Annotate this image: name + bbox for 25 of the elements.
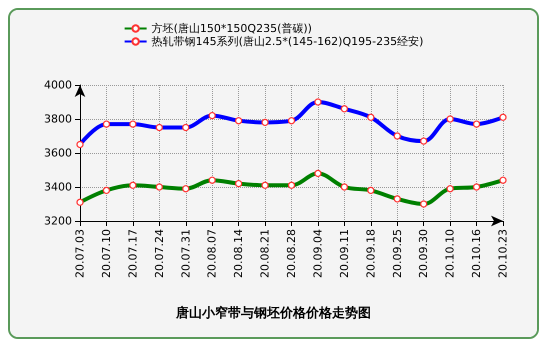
y-tick-label: 3400 (44, 180, 72, 194)
x-tick-label: 20.08.21 (258, 229, 272, 278)
x-tick-label: 20.09.18 (364, 229, 378, 278)
y-tick-label: 3800 (44, 112, 72, 126)
x-tick-label: 20.07.10 (100, 229, 113, 278)
x-tick-label: 20.08.14 (232, 229, 246, 278)
x-tick-label: 20.10.10 (444, 229, 457, 278)
x-tick-label: 20.09.11 (338, 229, 351, 278)
y-tick-label: 4000 (44, 78, 72, 92)
x-tick-label: 20.07.17 (126, 229, 140, 278)
x-tick-label: 20.09.30 (417, 229, 430, 278)
x-tick-label: 20.08.28 (285, 229, 298, 278)
y-tick-label: 3200 (44, 214, 72, 228)
x-tick-label: 20.10.16 (470, 229, 484, 278)
x-tick-label: 20.09.04 (311, 229, 324, 278)
legend-label: 方坯(唐山150*150Q235(普碳)) (152, 22, 312, 35)
x-tick-label: 20.08.07 (206, 229, 219, 278)
legend-label: 热轧带钢145系列(唐山2.5*(145-162)Q195-235经安) (152, 35, 424, 48)
x-tick-label: 20.10.23 (496, 229, 510, 278)
text: 唐山小窄带与钢坯价格价格走势图 (175, 305, 371, 321)
y-tick-label: 3600 (44, 146, 72, 160)
x-tick-label: 20.07.03 (74, 229, 86, 278)
x-tick-label: 20.09.25 (390, 229, 404, 278)
x-tick-label: 20.07.31 (179, 229, 192, 278)
x-tick-label: 20.07.24 (152, 229, 166, 278)
